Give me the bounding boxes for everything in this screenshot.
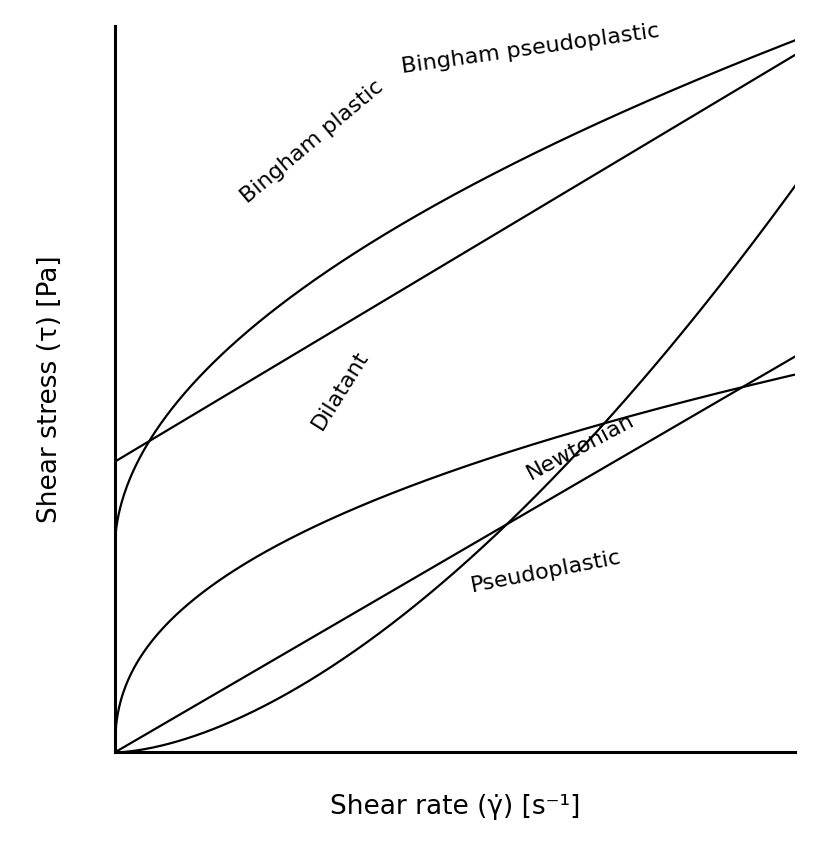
Text: Bingham plastic: Bingham plastic [237,77,387,207]
Text: Shear rate (γ̇) [s⁻¹]: Shear rate (γ̇) [s⁻¹] [329,794,580,820]
Text: Dilatant: Dilatant [309,347,372,433]
Text: Bingham pseudoplastic: Bingham pseudoplastic [400,21,660,76]
Text: Shear stress (τ) [Pa]: Shear stress (τ) [Pa] [37,255,63,523]
Text: Pseudoplastic: Pseudoplastic [468,547,622,596]
Text: Newtonian: Newtonian [523,410,636,484]
